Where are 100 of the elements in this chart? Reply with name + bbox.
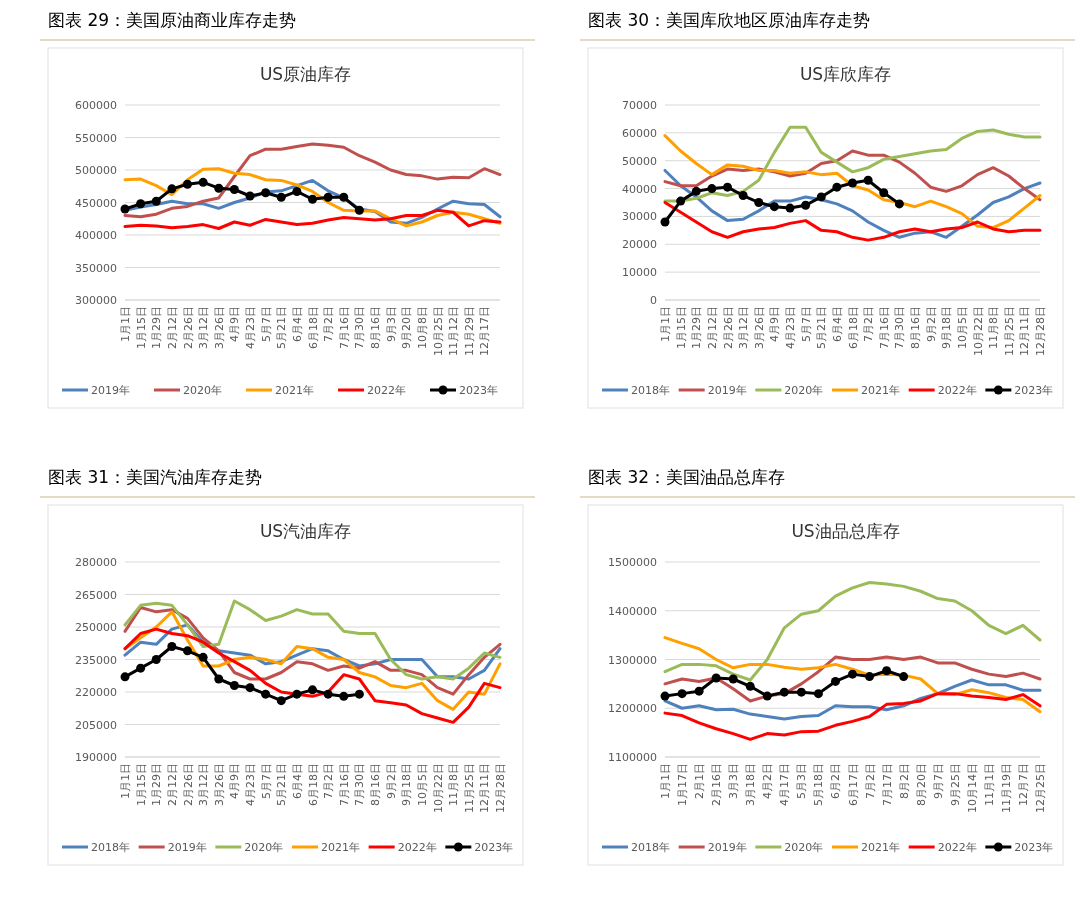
point <box>677 689 687 699</box>
chart-title: 图表 32：美国油品总库存 <box>588 467 786 487</box>
y-tick-label: 205000 <box>75 718 117 732</box>
x-tick-label: 3月26日 <box>212 306 226 349</box>
point <box>323 689 333 699</box>
x-tick-label: 1月1日 <box>119 306 132 342</box>
x-tick-label: 1月1日 <box>119 763 132 799</box>
x-tick-label: 1月1日 <box>659 763 672 799</box>
point <box>292 689 302 699</box>
point <box>694 686 704 696</box>
x-tick-label: 9月2日 <box>924 306 938 342</box>
point <box>848 669 857 679</box>
point <box>796 687 806 697</box>
y-tick-label: 40000 <box>622 182 657 196</box>
point <box>691 186 701 196</box>
point <box>785 203 795 213</box>
x-tick-label: 12月25日 <box>1034 763 1047 813</box>
x-tick-label: 6月4日 <box>830 306 844 342</box>
legend-label: 2023年 <box>459 384 498 397</box>
legend-label: 2019年 <box>167 841 207 854</box>
point <box>676 196 686 206</box>
point <box>339 691 349 701</box>
x-tick-label: 12月28日 <box>1034 306 1047 356</box>
y-tick-label: 500000 <box>75 164 117 177</box>
y-tick-label: 1500000 <box>608 556 657 569</box>
point <box>738 191 748 201</box>
y-tick-label: 1100000 <box>608 751 657 764</box>
point <box>292 186 302 196</box>
point <box>261 188 271 198</box>
legend-label: 2023年 <box>1014 841 1054 854</box>
x-tick-label: 2月12日 <box>165 306 179 349</box>
x-tick-label: 7月2日 <box>322 763 336 799</box>
x-tick-label: 9月7日 <box>931 763 945 799</box>
x-tick-label: 6月2日 <box>829 763 843 799</box>
point <box>308 685 317 695</box>
x-tick-label: 2月12日 <box>165 763 179 806</box>
chart-title: 图表 31：美国汽油库存走势 <box>48 467 263 487</box>
x-tick-label: 2月1日 <box>693 763 707 799</box>
x-tick-label: 3月12日 <box>737 306 751 349</box>
y-tick-label: 600000 <box>75 99 117 112</box>
x-tick-label: 1月15日 <box>134 306 148 349</box>
y-tick-label: 280000 <box>75 556 117 569</box>
x-tick-label: 5月7日 <box>259 763 273 799</box>
x-tick-label: 12月17日 <box>478 306 492 356</box>
x-tick-label: 12月11日 <box>478 763 492 813</box>
x-tick-label: 1月29日 <box>690 306 704 349</box>
line-series <box>663 201 1042 242</box>
y-tick-label: 220000 <box>75 686 117 699</box>
point <box>245 683 255 693</box>
point <box>261 689 271 699</box>
x-tick-label: 5月7日 <box>799 306 813 342</box>
x-tick-label: 9月18日 <box>940 306 954 349</box>
line-series <box>123 208 502 230</box>
legend-label: 2019年 <box>91 384 130 397</box>
x-tick-label: 5月18日 <box>812 763 826 806</box>
x-tick-label: 7月17日 <box>880 763 894 806</box>
legend-label: 2020年 <box>183 384 222 397</box>
line-series <box>123 599 502 681</box>
x-tick-label: 6月4日 <box>290 763 304 799</box>
y-tick-label: 400000 <box>75 229 117 242</box>
x-tick-label: 3月18日 <box>744 763 758 806</box>
x-tick-label: 7月2日 <box>322 306 336 342</box>
x-tick-label: 7月30日 <box>893 306 907 349</box>
point <box>863 175 873 185</box>
x-tick-label: 7月16日 <box>337 763 351 806</box>
point <box>899 672 909 682</box>
point <box>167 642 177 651</box>
legend-label: 2021年 <box>861 384 900 397</box>
line-series <box>123 627 502 724</box>
legend-label: 2018年 <box>91 841 130 854</box>
line-series <box>663 134 1042 230</box>
point <box>323 192 333 202</box>
y-tick-label: 1200000 <box>608 702 657 716</box>
x-tick-label: 10月22日 <box>431 763 445 813</box>
x-tick-label: 9月18日 <box>400 763 414 806</box>
point <box>167 184 177 194</box>
point <box>660 691 670 701</box>
point <box>120 672 130 682</box>
legend-label: 2018年 <box>631 841 670 854</box>
line-series <box>663 692 1042 741</box>
x-tick-label: 11月1日 <box>982 763 996 806</box>
x-tick-label: 5月3日 <box>795 763 809 799</box>
legend-label: 2019年 <box>707 384 747 397</box>
point <box>151 655 161 664</box>
x-tick-label: 6月17日 <box>846 763 860 806</box>
chart-subtitle: US库欣库存 <box>799 64 892 84</box>
y-tick-label: 20000 <box>622 238 657 252</box>
x-tick-label: 7月2日 <box>863 763 877 799</box>
x-tick-label: 4月9日 <box>228 763 242 799</box>
x-tick-label: 6月18日 <box>306 306 320 349</box>
y-tick-label: 350000 <box>75 261 117 275</box>
x-tick-label: 10月5日 <box>955 306 969 349</box>
point <box>801 200 811 210</box>
legend-label: 2022年 <box>367 384 406 397</box>
x-tick-label: 8月2日 <box>897 763 911 799</box>
point <box>865 672 875 682</box>
y-tick-label: 450000 <box>75 196 117 210</box>
y-tick-label: 250000 <box>75 621 117 634</box>
x-tick-label: 11月29日 <box>462 306 476 356</box>
y-tick-label: 50000 <box>622 154 657 168</box>
